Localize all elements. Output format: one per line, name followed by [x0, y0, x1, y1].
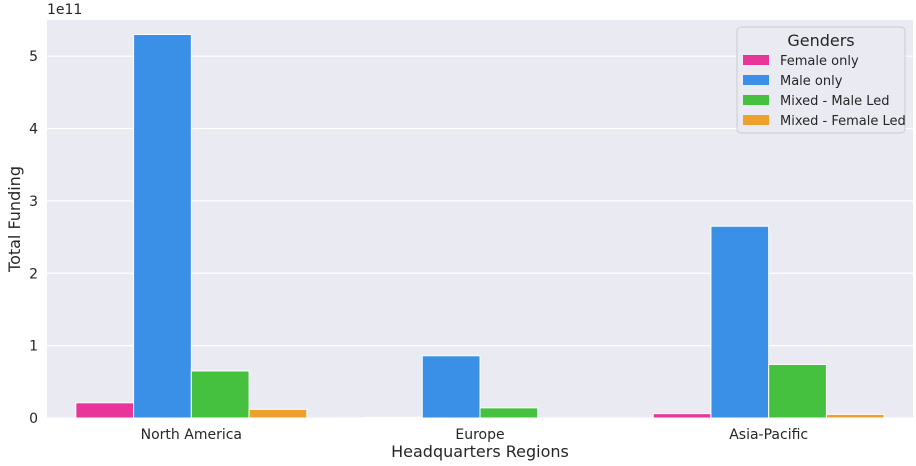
- bar-mixed-male-led-asia-pacific: [768, 363, 827, 419]
- legend-box: [736, 26, 906, 134]
- bar-female-only-north-america: [75, 402, 135, 419]
- bar-female-only-europe: [364, 416, 423, 419]
- y-axis-label: Total Funding: [5, 166, 24, 273]
- legend-swatch: [743, 115, 769, 125]
- bar-female-only-asia-pacific: [652, 413, 712, 419]
- bar-mixed-female-led-asia-pacific: [825, 413, 885, 419]
- legend-entry-label: Female only: [780, 54, 859, 69]
- bar-mixed-female-led-north-america: [248, 408, 308, 419]
- x-axis-label: Headquarters Regions: [391, 442, 569, 461]
- y-tick-label: 2: [29, 266, 38, 282]
- legend-swatch: [743, 95, 769, 105]
- legend: Genders Female only Male only Mixed - Male…: [736, 26, 906, 134]
- x-tick-label: Europe: [455, 427, 504, 443]
- legend-entry-label: Mixed - Male Led: [780, 94, 890, 109]
- legend-swatch: [743, 75, 769, 85]
- legend-entry-label: Mixed - Female Led: [780, 114, 906, 129]
- y-tick-label: 5: [29, 49, 38, 65]
- y-tick-label: 3: [29, 194, 38, 210]
- x-tick-label: North America: [141, 427, 242, 443]
- bar-male-only-europe: [421, 355, 481, 419]
- x-tick-labels: North America Europe Asia-Pacific: [141, 427, 808, 443]
- bar-mixed-male-led-north-america: [190, 370, 250, 419]
- bar-mixed-male-led-europe: [479, 407, 539, 419]
- offset-label: 1e11: [47, 2, 82, 18]
- bar-male-only-north-america: [133, 33, 192, 419]
- y-tick-label: 1: [29, 339, 38, 355]
- legend-title: Genders: [787, 31, 854, 50]
- y-tick-label: 0: [29, 411, 38, 427]
- bars: [75, 33, 885, 419]
- legend-entry-label: Male only: [780, 74, 843, 89]
- x-tick-label: Asia-Pacific: [729, 427, 808, 443]
- bar-male-only-asia-pacific: [710, 225, 770, 419]
- y-tick-label: 4: [29, 122, 38, 138]
- legend-swatch: [743, 55, 769, 65]
- y-tick-labels: 0 1 2 3 4 5: [29, 49, 38, 427]
